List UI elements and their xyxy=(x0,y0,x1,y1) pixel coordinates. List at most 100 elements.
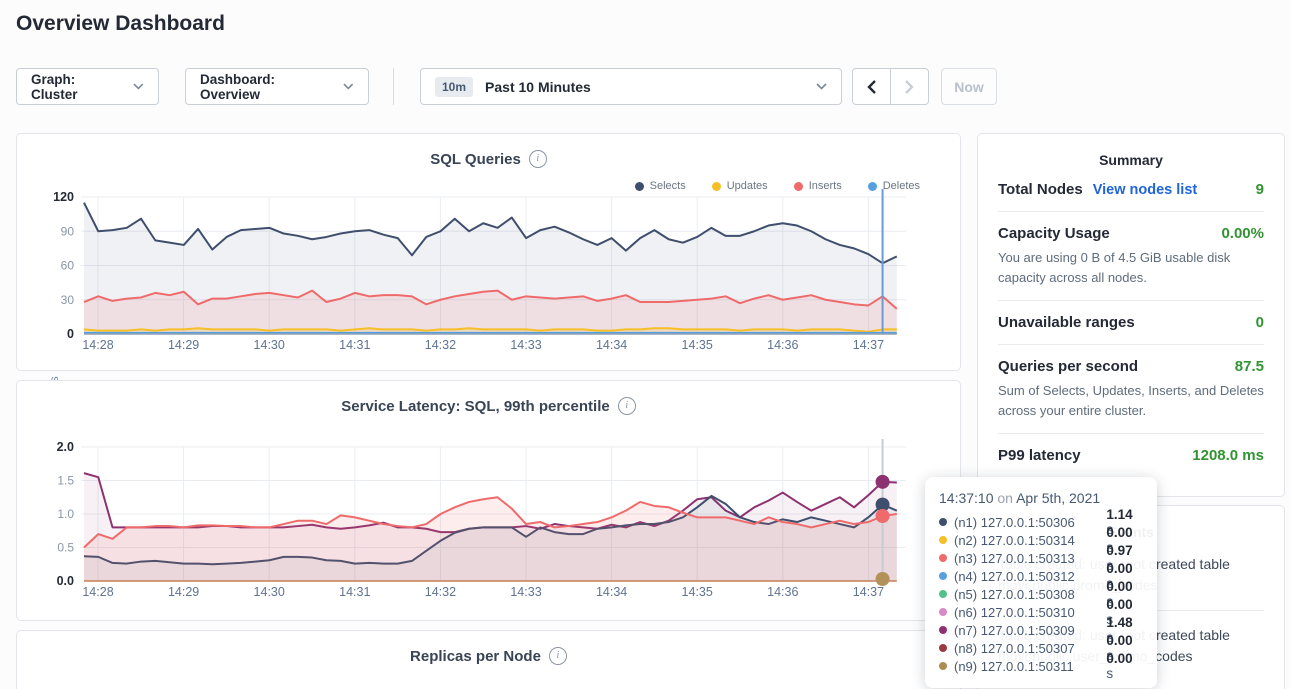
svg-text:2.0: 2.0 xyxy=(57,440,74,454)
svg-text:14:37: 14:37 xyxy=(853,585,884,599)
chart-title: Replicas per Node xyxy=(410,648,541,665)
tooltip-unit: s xyxy=(1106,666,1113,681)
svg-text:14:30: 14:30 xyxy=(254,585,285,599)
total-nodes-label: Total Nodes xyxy=(998,181,1083,198)
view-nodes-link[interactable]: View nodes list xyxy=(1093,182,1198,198)
tooltip-node-label: (n8) 127.0.0.1:50307 xyxy=(954,641,1099,656)
graph-dropdown-label: Graph: Cluster xyxy=(31,72,123,102)
chevron-down-icon xyxy=(133,83,144,90)
chart-title: Service Latency: SQL, 99th percentile xyxy=(341,398,609,415)
graph-dropdown[interactable]: Graph: Cluster xyxy=(16,68,159,105)
svg-text:14:28: 14:28 xyxy=(82,338,113,352)
summary-title: Summary xyxy=(998,134,1264,168)
series-color-dot xyxy=(939,572,947,580)
series-color-dot xyxy=(939,608,947,616)
chevron-left-icon xyxy=(867,80,876,94)
svg-text:14:31: 14:31 xyxy=(339,585,370,599)
tooltip-node-label: (n7) 127.0.0.1:50309 xyxy=(954,623,1099,638)
replicas-per-node-card: Replicas per Node i xyxy=(16,630,961,689)
unavailable-ranges-value: 0 xyxy=(1256,314,1264,331)
svg-text:14:35: 14:35 xyxy=(682,338,713,352)
svg-text:14:35: 14:35 xyxy=(682,585,713,599)
summary-row-qps: Queries per second 87.5 Sum of Selects, … xyxy=(998,345,1264,434)
time-range-badge: 10m xyxy=(435,77,473,97)
summary-row-unavailable-ranges: Unavailable ranges 0 xyxy=(998,301,1264,345)
chart-title: SQL Queries xyxy=(430,151,521,168)
tooltip-node-label: (n6) 127.0.0.1:50310 xyxy=(954,605,1099,620)
svg-text:60: 60 xyxy=(61,259,75,273)
svg-text:90: 90 xyxy=(61,224,75,238)
unavailable-ranges-label: Unavailable ranges xyxy=(998,314,1135,331)
svg-text:1.0: 1.0 xyxy=(57,507,74,521)
now-button[interactable]: Now xyxy=(941,68,997,105)
tooltip-node-label: (n5) 127.0.0.1:50308 xyxy=(954,587,1099,602)
tooltip-date: Apr 5th, 2021 xyxy=(1016,490,1100,506)
tooltip-node-label: (n1) 127.0.0.1:50306 xyxy=(954,515,1099,530)
svg-text:14:36: 14:36 xyxy=(767,585,798,599)
svg-text:14:29: 14:29 xyxy=(168,338,199,352)
svg-text:14:37: 14:37 xyxy=(853,338,884,352)
series-color-dot xyxy=(939,644,947,652)
time-range-picker[interactable]: 10m Past 10 Minutes xyxy=(420,68,842,105)
qps-label: Queries per second xyxy=(998,358,1138,375)
capacity-usage-desc: You are using 0 B of 4.5 GiB usable disk… xyxy=(998,248,1264,287)
divider xyxy=(393,68,394,105)
sql-queries-card: SQL Queries i SelectsUpdatesInsertsDelet… xyxy=(16,133,961,371)
series-color-dot xyxy=(939,662,947,670)
svg-text:14:33: 14:33 xyxy=(510,585,541,599)
summary-card: Summary Total Nodes View nodes list 9 Ca… xyxy=(977,133,1285,497)
svg-text:0.0: 0.0 xyxy=(57,574,74,588)
svg-text:14:34: 14:34 xyxy=(596,585,627,599)
info-icon[interactable]: i xyxy=(549,647,567,665)
next-range-button[interactable] xyxy=(890,68,929,105)
summary-row-total-nodes: Total Nodes View nodes list 9 xyxy=(998,168,1264,212)
series-color-dot xyxy=(939,536,947,544)
summary-row-capacity: Capacity Usage 0.00% You are using 0 B o… xyxy=(998,212,1264,301)
summary-row-p99: P99 latency 1208.0 ms xyxy=(998,434,1264,477)
svg-text:14:34: 14:34 xyxy=(596,338,627,352)
tooltip-time: 14:37:10 xyxy=(939,490,994,506)
svg-text:0: 0 xyxy=(67,327,74,341)
service-latency-card: Service Latency: SQL, 99th percentile i … xyxy=(16,380,961,621)
sql-queries-chart[interactable]: 14:28 14:29 14:30 14:31 14:32 14:33 14:34 14:35… xyxy=(17,179,946,359)
series-color-dot xyxy=(939,626,947,634)
chevron-down-icon xyxy=(816,83,827,90)
tooltip-sep: on xyxy=(997,490,1013,506)
svg-text:14:32: 14:32 xyxy=(425,338,456,352)
svg-text:14:31: 14:31 xyxy=(339,338,370,352)
series-color-dot xyxy=(939,554,947,562)
hover-tooltip: 14:37:10 on Apr 5th, 2021 (n1) 127.0.0.1… xyxy=(925,477,1157,688)
tooltip-node-label: (n4) 127.0.0.1:50312 xyxy=(954,569,1099,584)
svg-text:14:29: 14:29 xyxy=(168,585,199,599)
svg-text:14:28: 14:28 xyxy=(82,585,113,599)
info-icon[interactable]: i xyxy=(529,150,547,168)
qps-value: 87.5 xyxy=(1235,358,1264,375)
svg-text:0.5: 0.5 xyxy=(57,541,74,555)
svg-text:14:36: 14:36 xyxy=(767,338,798,352)
chevron-right-icon xyxy=(905,80,914,94)
tooltip-node-label: (n3) 127.0.0.1:50313 xyxy=(954,551,1099,566)
tooltip-node-label: (n2) 127.0.0.1:50314 xyxy=(954,533,1099,548)
svg-text:14:30: 14:30 xyxy=(254,338,285,352)
time-range-label: Past 10 Minutes xyxy=(485,79,591,95)
svg-text:14:33: 14:33 xyxy=(510,338,541,352)
dashboard-dropdown-label: Dashboard: Overview xyxy=(200,72,333,102)
tooltip-node-value: 0.00 s xyxy=(1106,651,1143,681)
overview-dashboard-page: Overview Dashboard Graph: Cluster Dashbo… xyxy=(0,0,1290,689)
capacity-usage-value: 0.00% xyxy=(1221,225,1264,242)
page-title: Overview Dashboard xyxy=(16,12,225,36)
series-color-dot xyxy=(939,518,947,526)
prev-range-button[interactable] xyxy=(852,68,891,105)
p99-latency-value: 1208.0 ms xyxy=(1192,447,1264,464)
tooltip-timestamp: 14:37:10 on Apr 5th, 2021 xyxy=(939,490,1143,506)
tooltip-row: (n9) 127.0.0.1:503110.00 s xyxy=(939,657,1143,675)
capacity-usage-label: Capacity Usage xyxy=(998,225,1110,242)
info-icon[interactable]: i xyxy=(618,397,636,415)
series-color-dot xyxy=(939,590,947,598)
svg-text:120: 120 xyxy=(53,190,74,204)
svg-text:14:32: 14:32 xyxy=(425,585,456,599)
chevron-down-icon xyxy=(343,83,354,90)
service-latency-chart[interactable]: 14:28 14:29 14:30 14:31 14:32 14:33 14:34 14:35… xyxy=(17,439,946,611)
dashboard-dropdown[interactable]: Dashboard: Overview xyxy=(185,68,369,105)
svg-text:1.5: 1.5 xyxy=(57,474,74,488)
